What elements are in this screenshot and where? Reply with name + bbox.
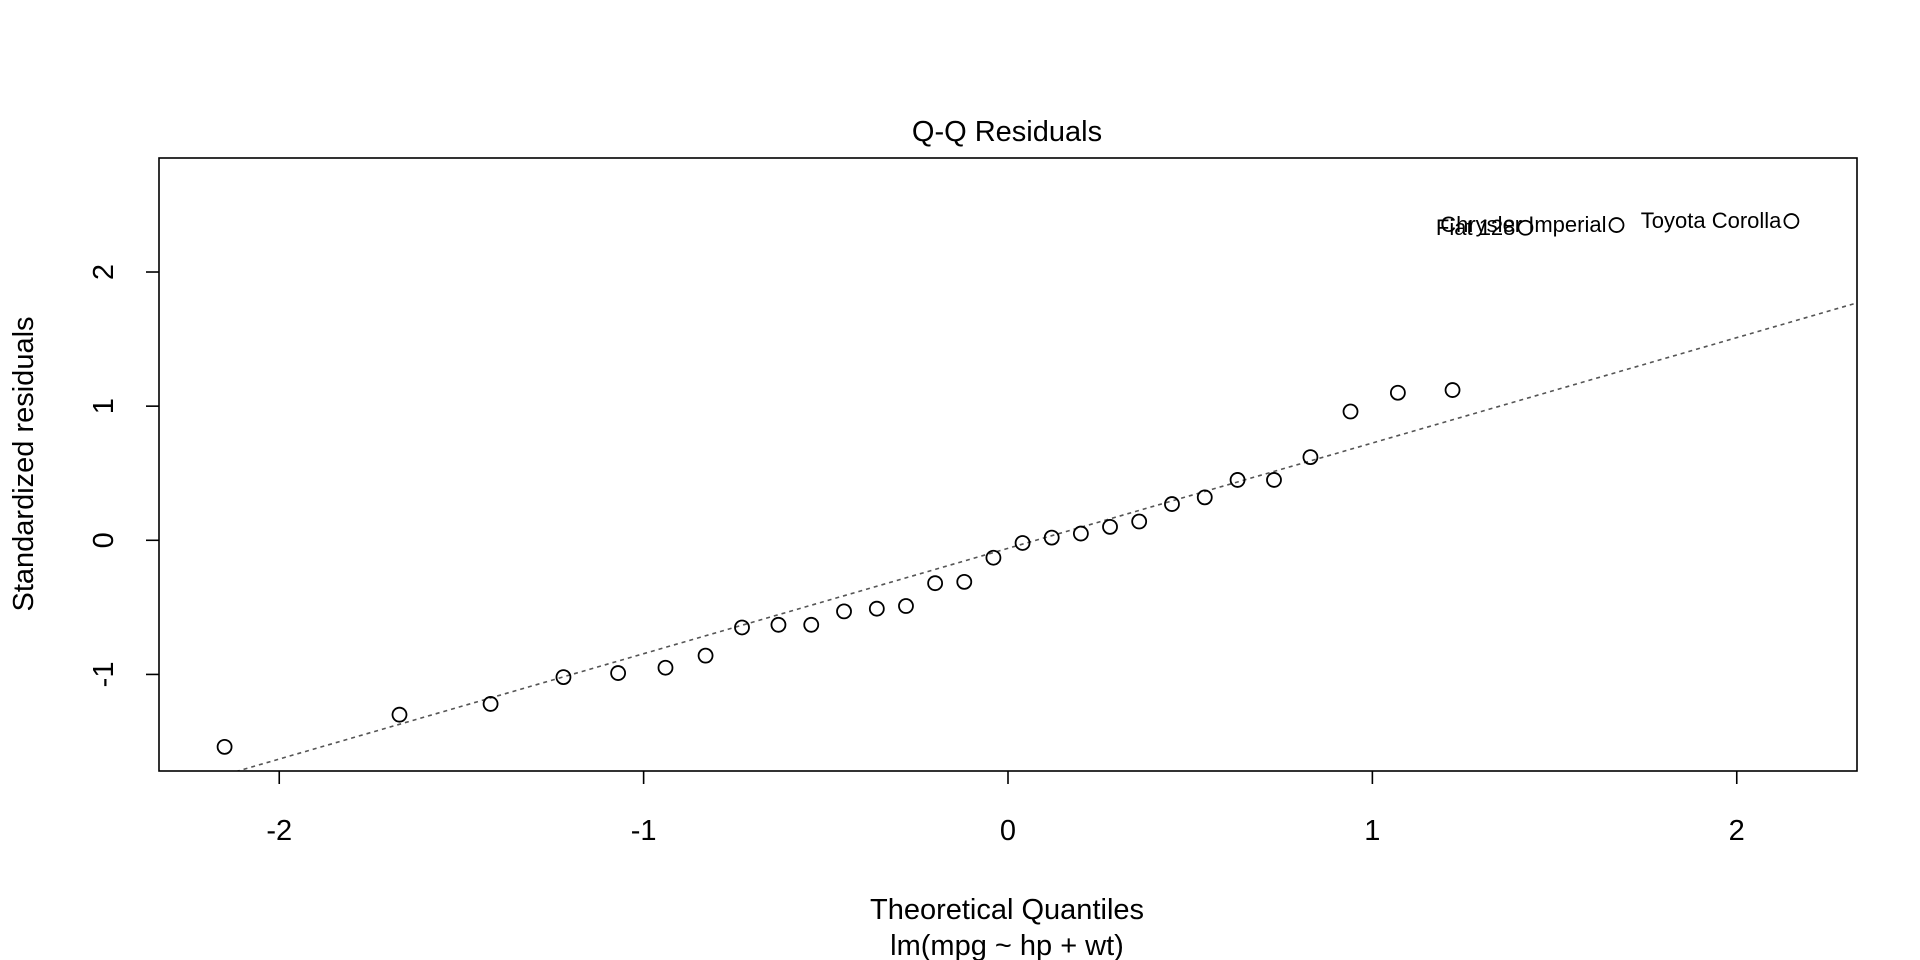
x-tick-label: 1 — [1364, 815, 1380, 847]
reference-line-layer — [234, 302, 1857, 771]
data-point — [1196, 489, 1213, 506]
point-label: Chrysler Imperial — [1440, 212, 1606, 237]
point-label: Fiat 128 — [1436, 215, 1516, 240]
data-point — [770, 616, 787, 633]
x-tick-label: -2 — [266, 815, 292, 847]
data-point — [1783, 213, 1800, 229]
y-tick-label: 1 — [88, 398, 120, 414]
data-point — [1072, 525, 1089, 542]
data-point — [734, 619, 750, 636]
data-point — [391, 706, 408, 723]
data-point — [898, 598, 914, 614]
data-point — [927, 575, 944, 592]
x-tick-label: -1 — [631, 815, 657, 847]
data-point — [1164, 496, 1180, 512]
data-point — [657, 659, 674, 676]
data-point — [836, 603, 852, 620]
data-point — [1229, 472, 1246, 488]
data-point — [1444, 382, 1461, 398]
data-point — [1043, 529, 1060, 546]
x-axis-subtitle: lm(mpg ~ hp + wt) — [890, 930, 1124, 960]
qq-reference-line — [234, 302, 1857, 771]
data-point — [1302, 449, 1319, 466]
data-point — [1389, 384, 1406, 401]
point-label: Toyota Corolla — [1641, 208, 1782, 233]
data-point — [985, 549, 1002, 566]
data-point — [1517, 219, 1534, 236]
y-axis-title: Standardized residuals — [8, 316, 40, 611]
data-point — [1608, 217, 1625, 233]
data-point — [1266, 472, 1282, 488]
y-tick-label: 0 — [88, 532, 120, 548]
plot-title: Q-Q Residuals — [912, 116, 1102, 148]
data-point — [868, 600, 885, 617]
x-axis-title: Theoretical Quantiles — [870, 894, 1144, 926]
data-point — [1131, 513, 1148, 530]
data-point — [1342, 403, 1359, 420]
data-point — [216, 738, 233, 755]
x-axis: -2 -1 0 1 2 — [266, 771, 1745, 847]
plot-frame — [158, 157, 1858, 772]
data-point — [956, 573, 973, 590]
y-tick-label: 2 — [88, 264, 120, 280]
y-tick-label: -1 — [88, 662, 120, 688]
data-point — [610, 665, 627, 681]
data-point — [803, 616, 820, 633]
data-point — [697, 647, 714, 664]
points-layer — [216, 213, 1800, 755]
data-point — [482, 696, 499, 712]
x-tick-label: 2 — [1729, 815, 1745, 847]
data-point — [1014, 535, 1031, 551]
data-point — [1102, 518, 1118, 535]
data-point — [555, 669, 572, 686]
x-tick-label: 0 — [1000, 815, 1016, 847]
y-axis: -1 0 1 2 — [88, 264, 159, 687]
